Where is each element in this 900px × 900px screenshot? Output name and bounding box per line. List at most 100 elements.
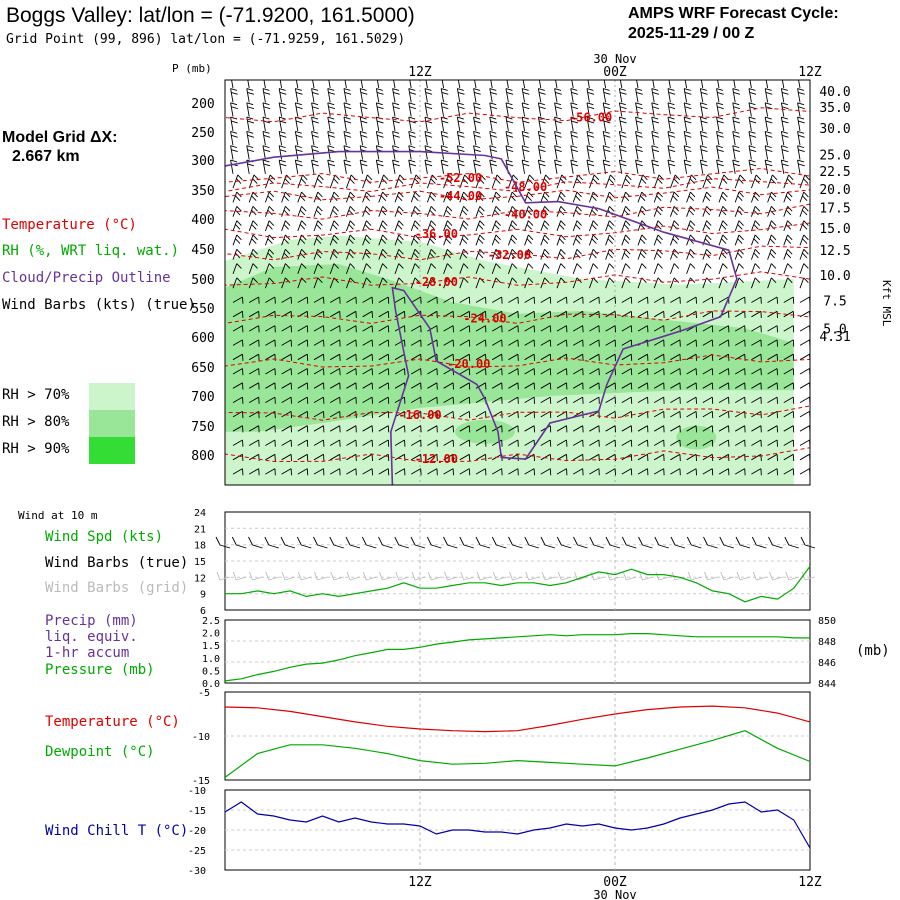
wind-barb — [329, 310, 341, 319]
wind-barb — [618, 116, 627, 131]
wind-barb — [473, 88, 481, 103]
wind-barb — [734, 248, 744, 260]
wind-barb — [378, 325, 390, 333]
wind-barb — [456, 116, 465, 131]
wind-barb — [392, 159, 400, 174]
wind-barb — [554, 130, 562, 146]
wind-barb — [297, 191, 307, 203]
pressure-tick-label: 600 — [191, 331, 214, 346]
wind-barb — [491, 396, 503, 404]
wind-barb — [521, 159, 530, 174]
wind-barb — [718, 382, 730, 390]
temperature-contour — [225, 405, 810, 421]
forecast-cycle-date: 2025-11-29 / 00 Z — [628, 25, 755, 42]
pressure-axis-label: P (mb) — [172, 62, 212, 75]
wind-barb — [767, 353, 778, 361]
wind-barb — [521, 130, 530, 146]
wind-barb — [653, 248, 663, 260]
wind-barb — [683, 130, 692, 146]
wind-barb — [718, 396, 730, 404]
height-tick-label: 10.0 — [819, 269, 850, 284]
wind-barb — [537, 130, 546, 146]
wind-barb — [440, 102, 449, 117]
wind-barb — [702, 411, 714, 419]
wind-barb — [443, 325, 454, 333]
wind-barb — [718, 411, 730, 419]
wind-barb — [246, 80, 255, 89]
wind-barb — [327, 88, 336, 103]
wind-barb — [248, 174, 259, 189]
wind-barb — [456, 130, 465, 146]
wind-barb — [278, 80, 287, 89]
wind-barb — [248, 234, 258, 246]
wind-barb — [750, 263, 761, 275]
wind-barb — [524, 220, 534, 232]
wind-barb — [491, 220, 501, 232]
wind-barb — [505, 159, 514, 174]
wind-barb — [669, 277, 680, 289]
temperature-contour — [225, 203, 810, 220]
wind-barb — [524, 396, 535, 404]
wind-barb — [799, 234, 809, 246]
height-tick-label: 30.0 — [819, 122, 850, 137]
wind-barb — [621, 191, 631, 203]
wind-barb — [572, 263, 582, 275]
wind-barb — [748, 145, 757, 160]
wind-barb — [475, 425, 487, 433]
wind-barb — [540, 353, 552, 361]
temp-dew-frame — [224, 691, 811, 781]
wind-barb — [572, 248, 582, 260]
wind-barb — [572, 296, 584, 304]
wind-barb — [262, 130, 271, 146]
wind-barb — [248, 353, 260, 361]
wind-barb — [767, 248, 777, 260]
wind-barb — [799, 263, 809, 275]
wind-barb — [375, 80, 384, 89]
wind-barb — [570, 102, 579, 117]
wind-barb — [262, 80, 271, 89]
model-grid-value: 2.667 km — [12, 148, 80, 165]
legend-pressure: Pressure (mb) — [45, 662, 155, 678]
wind-barb — [669, 206, 680, 217]
surface-wind-barb-true — [670, 536, 686, 549]
wind-barb — [734, 339, 746, 347]
wind-barb — [751, 339, 762, 347]
wind-barb — [508, 382, 519, 390]
height-tick-label: 20.0 — [819, 183, 850, 198]
wind-barb — [540, 263, 550, 275]
wind-barb — [459, 310, 471, 319]
wind-barb — [556, 310, 568, 319]
wind-barb — [392, 116, 400, 131]
wind-barb — [718, 325, 730, 333]
wind-barb — [667, 130, 676, 146]
legend-precip: Precip (mm) — [45, 613, 138, 629]
wind-barb — [524, 411, 535, 419]
temperature-label: -36.00 — [415, 227, 458, 241]
wind-barb — [508, 353, 519, 361]
surface-wind-barb-true — [410, 536, 426, 549]
wind-barb — [556, 382, 568, 390]
surface-wind-barb-true — [378, 536, 393, 549]
temperature-contour — [225, 245, 810, 261]
wind-barb — [734, 425, 746, 433]
wind-barb — [327, 130, 336, 146]
bottom-date-label: 30 Nov — [593, 888, 636, 900]
wind-barb — [294, 88, 303, 103]
legend-dewpoint: Dewpoint (°C) — [45, 744, 155, 760]
wind-barb — [670, 425, 681, 433]
pressure-tick-label: 550 — [191, 302, 214, 317]
wind-barb — [440, 88, 449, 103]
wind-barb — [281, 296, 292, 304]
wind-barb — [232, 382, 244, 390]
y-tick-label: 848 — [818, 637, 836, 648]
surface-wind-barb-true — [296, 536, 312, 549]
wind-barb — [392, 102, 400, 117]
wind-barb — [410, 425, 422, 433]
wind-barb — [362, 368, 373, 376]
wind-barb — [246, 130, 255, 146]
wind-barb — [265, 411, 276, 419]
wind-barb — [669, 174, 681, 189]
wind-barb — [329, 439, 341, 447]
surface-wind-barb-grid — [541, 571, 556, 581]
wind-barb — [637, 191, 647, 203]
